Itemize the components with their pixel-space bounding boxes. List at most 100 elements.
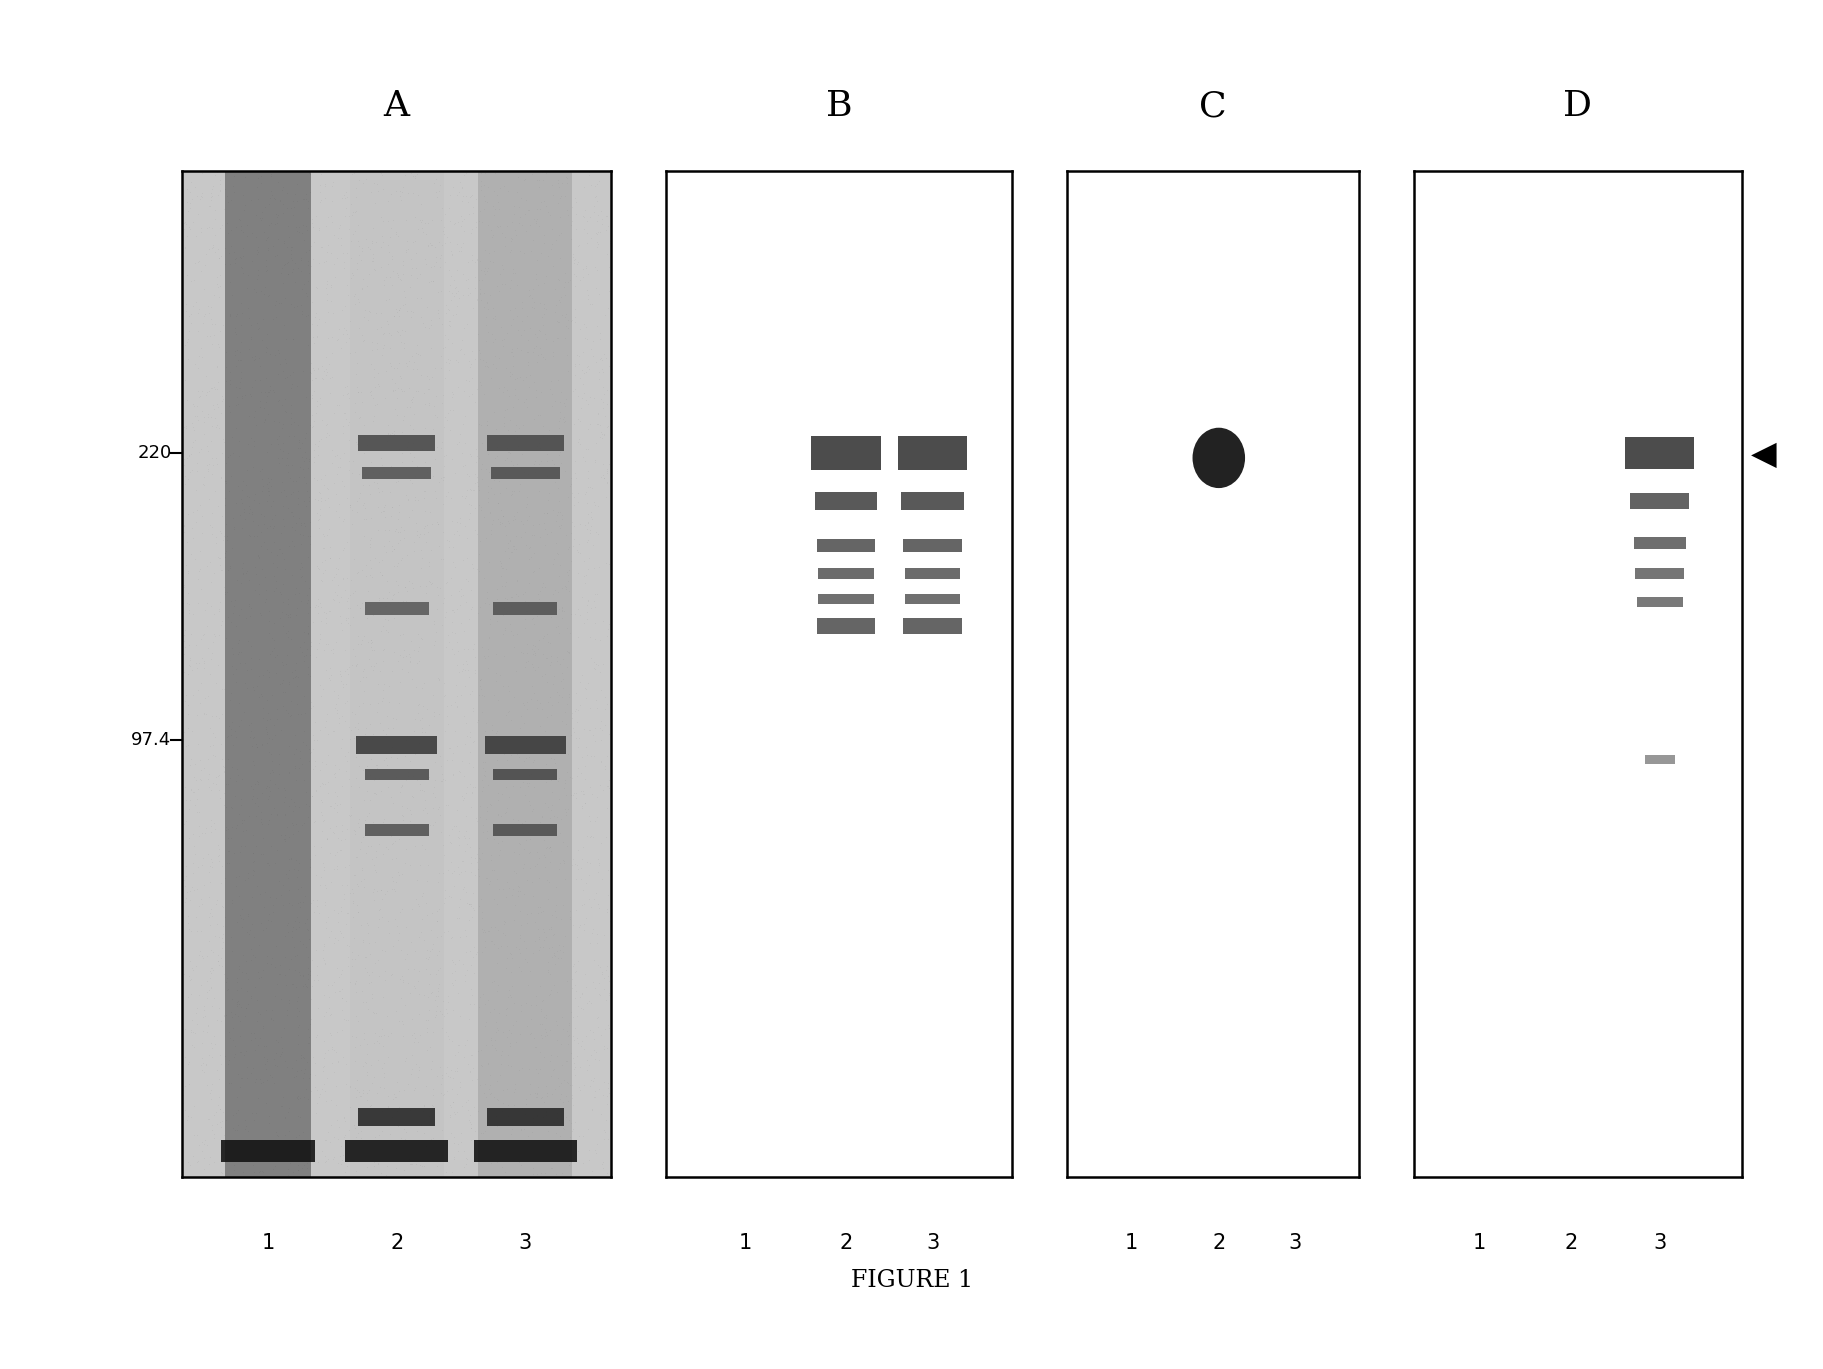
Point [186, 185, 215, 207]
Point [492, 797, 521, 819]
Point [501, 1079, 530, 1101]
Point [454, 203, 483, 225]
Point [334, 935, 363, 957]
Point [182, 409, 211, 431]
Point [470, 1016, 500, 1038]
Point [412, 1135, 441, 1157]
Point [388, 405, 417, 427]
Bar [1630, 493, 1688, 509]
Point [292, 183, 321, 205]
Point [494, 441, 523, 463]
Point [452, 527, 481, 549]
Point [195, 552, 224, 574]
Point [496, 1143, 525, 1165]
Point [496, 528, 525, 550]
Point [377, 717, 407, 739]
Point [177, 779, 206, 801]
Point [232, 474, 261, 496]
Point [547, 1054, 576, 1076]
Point [498, 1014, 527, 1036]
Point [530, 196, 560, 218]
Point [379, 305, 408, 327]
Point [246, 883, 275, 905]
Point [561, 264, 591, 286]
Point [264, 448, 294, 470]
Point [580, 494, 609, 516]
Point [476, 739, 505, 761]
Point [476, 931, 505, 953]
Point [277, 1147, 306, 1169]
Point [456, 954, 485, 976]
Point [330, 1110, 359, 1132]
Point [523, 737, 552, 758]
Point [574, 386, 603, 408]
Point [592, 746, 622, 768]
Point [208, 528, 237, 550]
Point [514, 772, 543, 794]
Point [530, 856, 560, 878]
Point [476, 478, 505, 500]
Point [527, 576, 556, 598]
Point [239, 1147, 268, 1169]
Point [299, 446, 328, 468]
Point [190, 1158, 219, 1180]
Point [357, 628, 386, 650]
Point [399, 638, 428, 660]
Point [592, 204, 622, 226]
Point [401, 359, 430, 381]
Point [476, 1001, 505, 1023]
Point [377, 379, 407, 401]
Point [496, 613, 525, 635]
Point [459, 1097, 489, 1118]
Point [171, 418, 201, 439]
Point [459, 348, 489, 370]
Point [554, 798, 583, 820]
Point [350, 497, 379, 519]
Point [239, 489, 268, 511]
Point [312, 283, 341, 305]
Point [328, 567, 357, 589]
Point [284, 465, 314, 487]
Point [222, 418, 252, 439]
Point [487, 783, 516, 805]
Point [270, 348, 299, 370]
Point [481, 1114, 510, 1136]
Point [430, 768, 459, 790]
Point [538, 330, 567, 352]
Point [427, 756, 456, 778]
Point [467, 684, 496, 706]
Point [500, 297, 529, 319]
Point [297, 891, 326, 913]
Point [560, 307, 589, 329]
Point [458, 882, 487, 904]
Point [392, 300, 421, 322]
Bar [357, 1108, 436, 1127]
Point [474, 356, 503, 378]
Point [210, 1124, 239, 1146]
Point [284, 702, 314, 724]
Point [396, 389, 425, 411]
Point [195, 968, 224, 990]
Point [246, 1072, 275, 1094]
Point [308, 853, 337, 875]
Point [381, 830, 410, 852]
Point [467, 374, 496, 396]
Point [489, 1080, 518, 1102]
Point [259, 798, 288, 820]
Point [363, 757, 392, 779]
Point [529, 424, 558, 446]
Point [268, 682, 297, 704]
Point [170, 776, 199, 798]
Point [368, 460, 397, 482]
Point [454, 667, 483, 689]
Point [450, 880, 479, 902]
Point [379, 598, 408, 620]
Point [510, 590, 540, 612]
Point [308, 804, 337, 826]
Point [284, 1158, 314, 1180]
Point [308, 537, 337, 559]
Point [215, 767, 244, 789]
Point [396, 854, 425, 876]
Point [348, 268, 377, 290]
Point [168, 229, 197, 251]
